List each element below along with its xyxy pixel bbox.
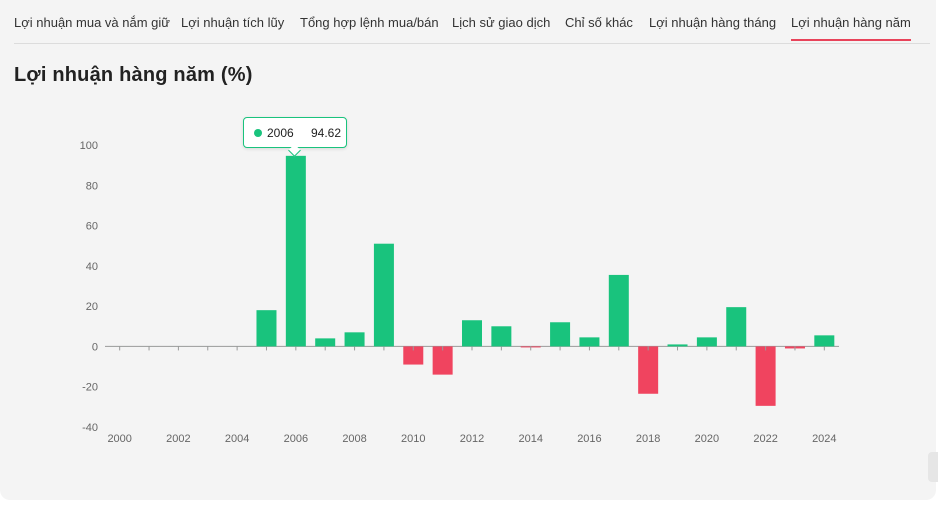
bar-2011[interactable] bbox=[432, 346, 453, 375]
bar-2016[interactable] bbox=[579, 337, 600, 347]
bar-2013[interactable] bbox=[491, 326, 512, 347]
bar-tooltip: 2006 94.62 bbox=[243, 117, 347, 157]
y-tick-label: -20 bbox=[82, 382, 98, 394]
y-tick-label: 60 bbox=[86, 221, 98, 233]
y-tick-label: 20 bbox=[86, 301, 98, 313]
series-dot-icon bbox=[254, 129, 262, 137]
x-tick-label: 2002 bbox=[166, 433, 190, 445]
bar-2012[interactable] bbox=[462, 320, 482, 347]
bar-2022[interactable] bbox=[755, 346, 776, 406]
bar-2008[interactable] bbox=[344, 332, 365, 347]
x-tick-label: 2004 bbox=[225, 433, 249, 445]
bar-2018[interactable] bbox=[638, 346, 659, 394]
x-tick-label: 2016 bbox=[577, 433, 601, 445]
y-tick-label: 40 bbox=[86, 261, 98, 273]
bar-2021[interactable] bbox=[726, 307, 747, 347]
tab-annual-returns[interactable]: Lợi nhuận hàng năm bbox=[791, 15, 911, 41]
bar-2010[interactable] bbox=[403, 346, 424, 365]
bar-2015[interactable] bbox=[550, 322, 571, 347]
x-tick-label: 2000 bbox=[107, 433, 131, 445]
tab-cumulative-returns[interactable]: Lợi nhuận tích lũy bbox=[181, 15, 285, 30]
bar-2019[interactable] bbox=[667, 344, 688, 347]
bar-2005[interactable] bbox=[256, 310, 277, 347]
tab-order-summary[interactable]: Tổng hợp lệnh mua/bán bbox=[300, 15, 439, 30]
bar-2007[interactable] bbox=[315, 338, 336, 347]
tab-bar: Lợi nhuận mua và nắm giữ Lợi nhuận tích … bbox=[14, 0, 930, 44]
tab-buy-and-hold[interactable]: Lợi nhuận mua và nắm giữ bbox=[14, 15, 170, 30]
x-tick-label: 2006 bbox=[284, 433, 308, 445]
tooltip-year: 2006 bbox=[267, 126, 294, 140]
y-tick-label: -40 bbox=[82, 422, 98, 434]
chart-title: Lợi nhuận hàng năm (%) bbox=[14, 64, 253, 86]
x-tick-label: 2018 bbox=[636, 433, 660, 445]
x-tick-label: 2014 bbox=[518, 433, 542, 445]
tooltip-value: 94.62 bbox=[311, 126, 342, 140]
y-tick-label: 0 bbox=[92, 341, 98, 353]
bar-2024[interactable] bbox=[814, 335, 835, 347]
bar-2009[interactable] bbox=[373, 243, 394, 347]
bar-2017[interactable] bbox=[608, 274, 629, 347]
scroll-handle[interactable] bbox=[928, 452, 938, 482]
bar-2006[interactable] bbox=[285, 155, 306, 347]
y-tick-label: 80 bbox=[86, 180, 98, 192]
y-tick-label: 100 bbox=[80, 140, 98, 152]
tab-monthly-returns[interactable]: Lợi nhuận hàng tháng bbox=[649, 15, 777, 30]
x-tick-label: 2012 bbox=[460, 433, 484, 445]
tab-trade-history[interactable]: Lịch sử giao dịch bbox=[452, 15, 551, 30]
x-tick-label: 2022 bbox=[753, 433, 777, 445]
x-tick-label: 2020 bbox=[695, 433, 719, 445]
x-tick-label: 2010 bbox=[401, 433, 425, 445]
bar-2020[interactable] bbox=[696, 337, 717, 347]
x-tick-label: 2024 bbox=[812, 433, 836, 445]
tab-other-metrics[interactable]: Chỉ số khác bbox=[565, 15, 633, 30]
x-tick-label: 2008 bbox=[342, 433, 366, 445]
